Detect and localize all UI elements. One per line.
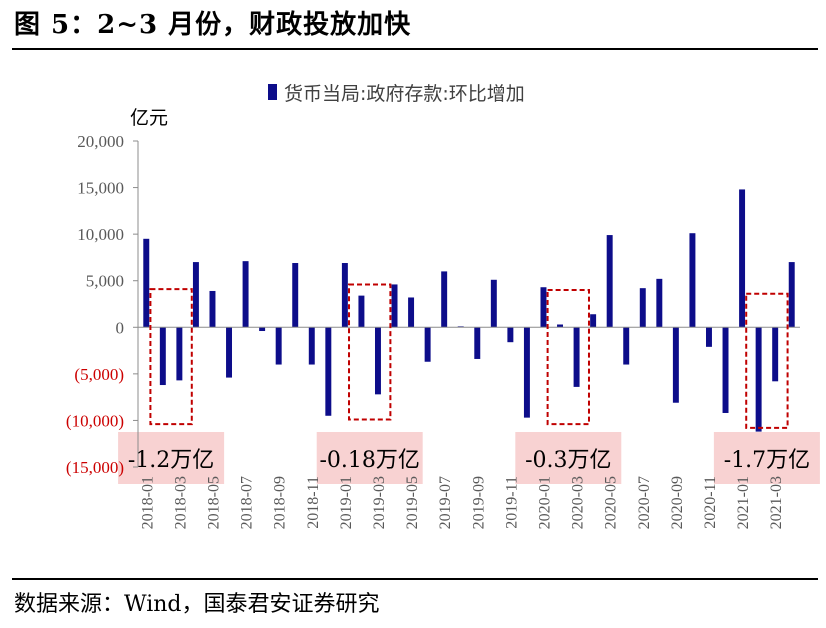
- annotation-label-bg: [118, 432, 225, 484]
- x-tick-label: 2018-01: [139, 476, 156, 529]
- bar: [358, 295, 365, 328]
- y-tick-label: 20,000: [77, 132, 124, 151]
- annotation-label: -0.3万亿: [525, 448, 611, 473]
- bar: [705, 327, 712, 347]
- bar: [292, 263, 299, 328]
- bar: [557, 324, 564, 328]
- bar: [474, 327, 481, 359]
- x-tick-label: 2019-05: [404, 476, 421, 529]
- title-rule: [12, 48, 818, 50]
- bar: [176, 327, 183, 381]
- y-axis-unit: 亿元: [130, 107, 168, 129]
- y-tick-label: 10,000: [77, 225, 124, 244]
- annotation-box: [149, 288, 193, 426]
- x-tick-label: 2018-03: [172, 476, 189, 529]
- annotation-label: -0.18万亿: [319, 448, 419, 473]
- x-tick-label: 2020-07: [636, 476, 653, 529]
- x-tick-label: 2020-05: [603, 476, 620, 529]
- x-tick-label: 2019-01: [338, 476, 355, 529]
- bar: [507, 327, 514, 343]
- bar: [739, 189, 746, 328]
- bar: [325, 327, 332, 416]
- bar: [590, 314, 597, 328]
- bar: [192, 262, 199, 328]
- bar: [441, 271, 448, 328]
- bar: [275, 327, 282, 365]
- bar: [523, 327, 530, 418]
- bar: [788, 262, 795, 328]
- bar: [722, 327, 729, 413]
- y-tick-label: (15,000): [66, 458, 124, 477]
- annotation-box: [348, 283, 392, 421]
- annotation-label-bg: [713, 432, 820, 484]
- x-tick-label: 2019-03: [371, 476, 388, 529]
- bar: [540, 287, 547, 328]
- bar: [573, 327, 580, 387]
- bar: [391, 284, 398, 328]
- bar: [424, 327, 431, 362]
- bar: [490, 279, 497, 328]
- y-tick-label: 15,000: [77, 179, 124, 198]
- x-tick-label: 2018-11: [305, 476, 322, 529]
- annotation-box: [546, 289, 590, 426]
- y-tick-label: 5,000: [86, 272, 124, 291]
- bar: [374, 327, 381, 395]
- x-tick-label: 2020-03: [570, 476, 587, 529]
- annotation-label-bg: [515, 432, 622, 484]
- annotation-label: -1.7万亿: [724, 448, 810, 473]
- x-tick-label: 2019-07: [437, 476, 454, 529]
- bar: [308, 327, 315, 365]
- bar: [672, 327, 679, 403]
- legend-label: 货币当局:政府存款:环比增加: [284, 83, 525, 105]
- bar: [689, 233, 696, 328]
- bar: [639, 288, 646, 328]
- x-tick-label: 2020-01: [536, 476, 553, 529]
- source-rule: [12, 578, 818, 580]
- x-tick-label: 2020-11: [702, 476, 719, 529]
- figure-title: 图 5：2~3 月份，财政投放加快: [14, 10, 412, 40]
- bar: [606, 235, 613, 328]
- x-tick-label: 2018-05: [205, 476, 222, 529]
- bar: [143, 238, 150, 328]
- bar: [755, 327, 762, 432]
- annotation-box: [745, 292, 789, 429]
- bar: [159, 327, 166, 386]
- x-tick-label: 2019-09: [470, 476, 487, 529]
- x-tick-label: 2019-11: [503, 476, 520, 529]
- source-note: 数据来源：Wind，国泰君安证券研究: [14, 592, 380, 617]
- legend-swatch: [268, 84, 277, 100]
- bar: [259, 327, 266, 332]
- axes: 20,000 15,000 10,000 5,000 0 (5,000) (10,000) (…: [66, 107, 800, 529]
- x-tick-label: 2021-03: [768, 476, 785, 529]
- y-tick-label: (5,000): [74, 365, 124, 384]
- annotation-label: -1.2万亿: [128, 448, 214, 473]
- x-tick-label: 2021-01: [735, 476, 752, 529]
- bar: [209, 290, 216, 328]
- bar-chart: -1.2万亿 -0.18万亿 -0.3万亿 -1.7万亿 20,000 15,000 10…: [66, 83, 820, 529]
- bar: [408, 297, 415, 328]
- bar: [772, 327, 779, 382]
- annotation-label-bg: [316, 432, 423, 484]
- annotation-labels: -1.2万亿 -0.18万亿 -0.3万亿 -1.7万亿: [118, 432, 820, 484]
- legend: 货币当局:政府存款:环比增加: [268, 83, 525, 105]
- x-tick-label: 2018-07: [239, 476, 256, 529]
- y-tick-label: 0: [116, 318, 125, 337]
- annotation-boxes: [149, 283, 789, 429]
- bar: [623, 327, 630, 365]
- y-tick-label: (10,000): [66, 411, 124, 430]
- bar: [226, 327, 233, 378]
- bar: [341, 263, 348, 328]
- x-tick-label: 2018-09: [272, 476, 289, 529]
- bar: [242, 261, 249, 328]
- bar: [656, 278, 663, 328]
- bars: [143, 189, 795, 432]
- x-tick-label: 2020-09: [669, 476, 686, 529]
